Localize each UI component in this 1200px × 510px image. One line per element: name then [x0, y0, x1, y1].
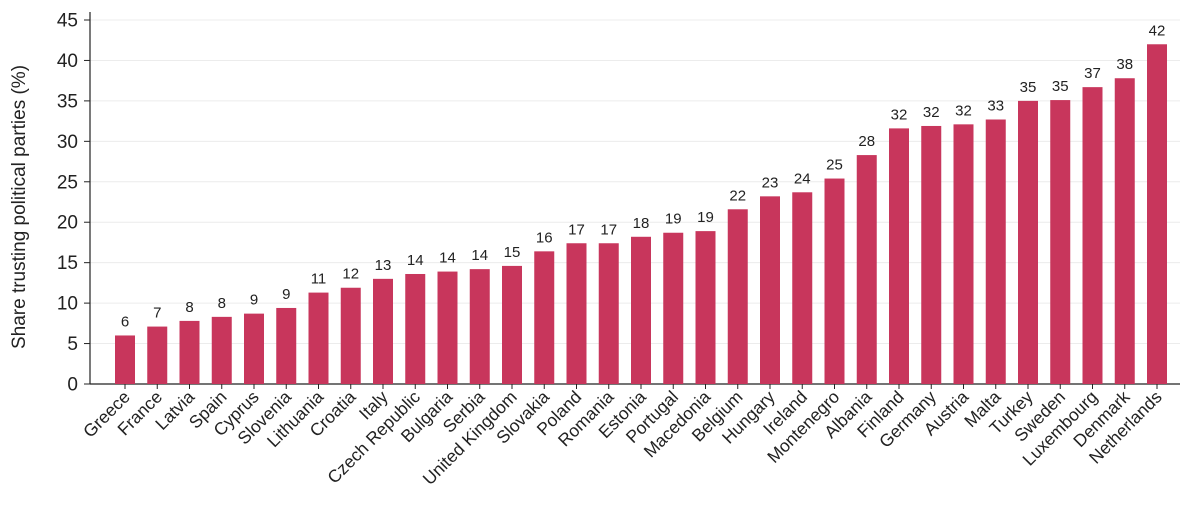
bar-netherlands [1147, 44, 1167, 385]
bar-finland [889, 128, 909, 384]
y-axis-title: Share trusting political parties (%) [9, 65, 30, 349]
data-label: 33 [987, 97, 1004, 114]
y-tick-label: 45 [57, 11, 78, 32]
bar-malta [985, 119, 1006, 384]
data-label: 18 [633, 215, 650, 232]
data-label: 12 [342, 266, 359, 283]
bar-romania [598, 243, 619, 384]
data-label: 8 [185, 299, 193, 316]
bar-turkey [1018, 100, 1038, 384]
data-label: 9 [282, 286, 290, 303]
data-labels: 6 7 8 8 9 9 11 12 13 14 14 14 15 16 17 17 18 19 19 22 23 24 25… [121, 22, 1166, 330]
bar-slovenia [276, 307, 297, 384]
bar-greece [115, 335, 135, 384]
data-label: 14 [471, 247, 488, 264]
data-label: 35 [1052, 78, 1069, 95]
bar-germany [921, 125, 942, 384]
data-label: 32 [955, 102, 972, 119]
x-tick-labels: GreeceFranceLatviaSpainCyprusSloveniaLit… [79, 386, 1166, 488]
y-tick-label: 0 [67, 375, 78, 396]
bar-italy [373, 278, 393, 384]
data-label: 17 [600, 221, 617, 238]
y-tick-label: 5 [67, 334, 78, 355]
bar-united-kingdom [502, 265, 522, 384]
data-label: 19 [697, 209, 714, 226]
data-label: 15 [504, 244, 521, 261]
data-label: 9 [250, 292, 258, 309]
data-label: 24 [794, 170, 811, 187]
y-tick-label: 15 [57, 253, 78, 274]
bar-estonia [631, 236, 651, 384]
data-label: 32 [891, 106, 908, 123]
bar-croatia [340, 287, 361, 384]
bar-hungary [760, 196, 780, 384]
data-label: 19 [665, 211, 682, 228]
y-tick-label: 25 [57, 172, 78, 193]
data-label: 22 [729, 187, 746, 204]
bar-lithuania [308, 292, 329, 384]
bar-czech-republic [405, 273, 426, 384]
bar-slovakia [534, 251, 555, 384]
data-label: 7 [153, 305, 161, 322]
y-tick-label: 20 [57, 213, 78, 234]
data-label: 14 [407, 252, 424, 269]
data-label: 13 [375, 257, 392, 274]
y-tick-label: 10 [57, 294, 78, 315]
bar-serbia [469, 269, 490, 384]
bar-albania [856, 155, 877, 384]
y-tick-label: 40 [57, 51, 78, 72]
data-label: 32 [923, 104, 940, 121]
data-label: 11 [311, 271, 327, 288]
bar-cyprus [244, 313, 264, 384]
bar-sweden [1050, 100, 1071, 384]
bar-spain [211, 316, 232, 384]
data-label: 14 [439, 250, 456, 267]
data-label: 16 [536, 229, 553, 246]
bar-latvia [179, 320, 200, 384]
bar-poland [566, 243, 587, 384]
bar-ireland [792, 192, 813, 384]
bar-belgium [727, 209, 748, 384]
data-label: 38 [1116, 56, 1133, 73]
y-tick-labels: 0 5 10 15 20 25 30 35 40 45 [57, 11, 78, 396]
bars [115, 44, 1167, 385]
data-label: 23 [762, 174, 779, 191]
bar-bulgaria [437, 271, 458, 384]
y-tick-label: 35 [57, 91, 78, 112]
bar-montenegro [824, 178, 845, 384]
bar-denmark [1114, 78, 1135, 385]
y-tick-label: 30 [57, 132, 78, 153]
data-label: 28 [858, 133, 875, 150]
data-label: 8 [218, 295, 226, 312]
bar-macedonia [695, 231, 716, 384]
bar-portugal [663, 232, 684, 384]
bar-austria [953, 124, 974, 384]
bar-france [147, 326, 168, 384]
data-label: 35 [1020, 79, 1037, 96]
data-label: 25 [826, 157, 843, 174]
data-label: 6 [121, 313, 129, 330]
gridlines [90, 19, 1180, 345]
bar-luxembourg [1082, 87, 1103, 384]
data-label: 42 [1149, 22, 1166, 39]
data-label: 37 [1084, 65, 1101, 82]
data-label: 17 [568, 221, 585, 238]
